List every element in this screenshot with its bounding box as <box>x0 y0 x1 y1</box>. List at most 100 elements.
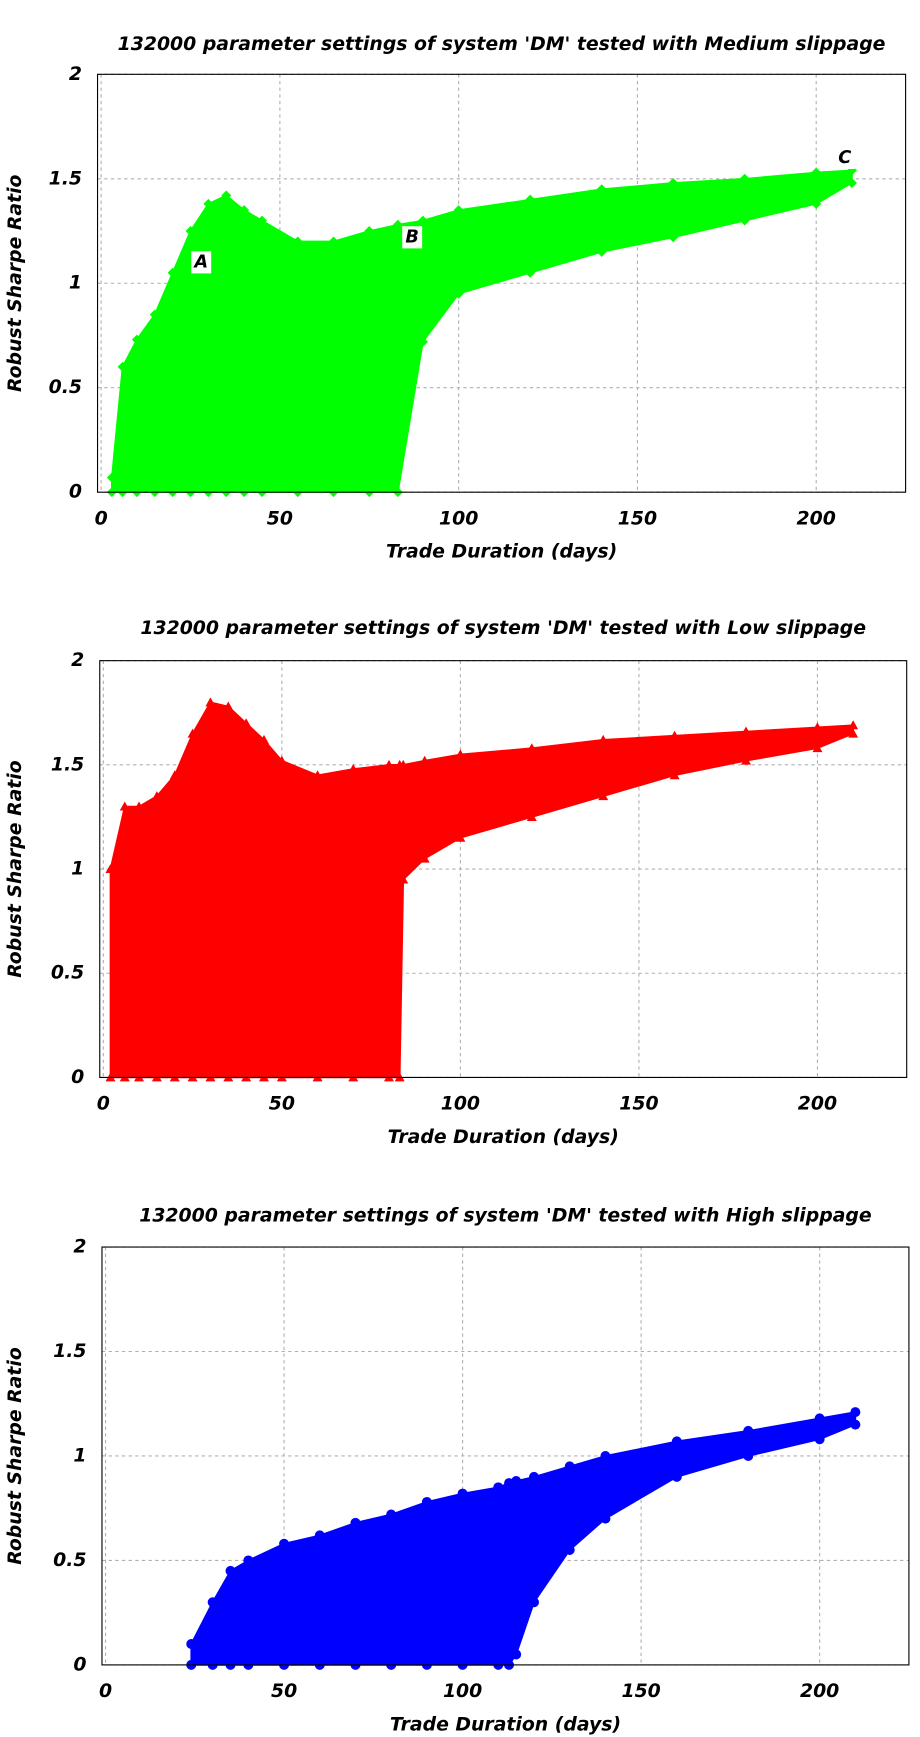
point-cloud-segment <box>156 773 176 1079</box>
chart-title: 132000 parameter settings of system 'DM'… <box>140 618 866 639</box>
point-cloud-segment <box>138 794 158 1079</box>
marker <box>493 1482 504 1493</box>
y-tick-label: 0 <box>71 1067 84 1088</box>
marker <box>739 215 750 226</box>
y-tick-label: 2 <box>73 1237 86 1258</box>
marker <box>564 1461 575 1472</box>
y-tick-label: 1 <box>71 859 84 880</box>
point-cloud-segment <box>388 764 401 1079</box>
point-cloud-segment <box>332 229 371 494</box>
point-cloud-segment <box>247 1542 285 1666</box>
point-cloud-segment <box>368 223 399 494</box>
marker <box>598 791 609 801</box>
x-tick-label: 200 <box>797 508 836 529</box>
y-tick-label: 1 <box>73 1445 86 1466</box>
x-tick-label: 150 <box>618 508 657 529</box>
marker <box>419 755 430 765</box>
marker <box>848 728 859 738</box>
y-tick-label: 1.5 <box>51 754 84 775</box>
point-cloud-segment <box>207 194 228 494</box>
point-cloud-segment <box>354 1513 393 1666</box>
marker <box>811 198 822 209</box>
marker <box>134 801 145 811</box>
marker <box>241 718 252 728</box>
point-cloud-segment <box>209 701 230 1079</box>
marker <box>564 1545 575 1555</box>
marker <box>392 219 403 230</box>
marker <box>671 1471 682 1482</box>
annotation-box <box>402 226 423 249</box>
y-tick-label: 0 <box>73 1654 86 1675</box>
point-cloud-segment <box>283 1534 321 1666</box>
point-cloud-segment <box>390 1500 428 1666</box>
annotation: A <box>192 252 208 272</box>
y-tick-label: 0.5 <box>49 377 82 398</box>
y-axis-label: Robust Sharpe Ratio <box>5 1347 26 1565</box>
marker <box>205 697 216 707</box>
marker <box>223 701 234 711</box>
point-cloud-segment <box>245 721 265 1079</box>
marker <box>119 801 130 811</box>
marker <box>105 864 116 874</box>
marker <box>669 730 680 740</box>
marker <box>364 226 375 236</box>
marker <box>453 288 464 299</box>
marker <box>398 874 409 884</box>
marker <box>812 743 823 753</box>
marker <box>668 177 679 188</box>
marker <box>185 226 196 236</box>
plot-frame <box>99 660 908 1078</box>
x-tick-label: 200 <box>798 1094 837 1115</box>
plot-frame <box>96 73 907 493</box>
marker <box>350 1517 361 1528</box>
marker <box>455 832 466 842</box>
plot-frame <box>101 1246 910 1666</box>
point-cloud-segment <box>225 193 245 494</box>
marker <box>167 267 178 278</box>
marker <box>186 1639 197 1650</box>
point-cloud-segment <box>461 1486 500 1666</box>
marker <box>279 1538 290 1549</box>
point-cloud-segment <box>508 1479 517 1668</box>
marker <box>596 184 607 195</box>
marker <box>117 361 128 372</box>
y-tick-label: 2 <box>71 650 84 671</box>
point-cloud-segment <box>426 1492 464 1666</box>
point-cloud-segment <box>123 805 140 1079</box>
y-tick-label: 1.5 <box>49 168 82 189</box>
point-cloud-segment <box>352 763 390 1079</box>
x-tick-label: 50 <box>271 1681 297 1702</box>
marker <box>348 764 359 774</box>
y-tick-label: 1.5 <box>53 1341 86 1362</box>
marker <box>314 1530 325 1541</box>
marker <box>386 1509 397 1520</box>
point-cloud-segment <box>497 1481 510 1666</box>
point-cloud-segment <box>173 733 194 1079</box>
point-cloud-segment <box>189 201 210 494</box>
marker <box>203 198 214 209</box>
x-tick-label: 0 <box>97 1094 110 1115</box>
marker <box>529 1471 539 1482</box>
marker <box>814 1413 825 1424</box>
marker <box>421 1496 432 1507</box>
marker <box>276 755 287 765</box>
marker <box>398 759 409 769</box>
point-cloud-segment <box>318 1521 357 1666</box>
point-cloud-segment <box>121 339 138 494</box>
marker <box>671 1436 682 1447</box>
marker <box>257 215 268 226</box>
chart: 132000 parameter settings of system 'DM'… <box>5 1205 910 1735</box>
point-cloud-segment <box>261 219 299 494</box>
x-tick-label: 0 <box>99 1681 112 1702</box>
point-cloud-segment <box>171 230 192 494</box>
x-tick-label: 100 <box>441 1094 480 1115</box>
x-tick-label: 150 <box>619 1094 658 1115</box>
point-cloud-segment <box>229 1558 250 1666</box>
x-tick-label: 0 <box>95 508 108 529</box>
y-tick-label: 2 <box>69 64 82 85</box>
marker <box>526 811 537 821</box>
marker <box>131 334 142 345</box>
x-tick-label: 150 <box>621 1681 660 1702</box>
marker <box>169 770 180 780</box>
